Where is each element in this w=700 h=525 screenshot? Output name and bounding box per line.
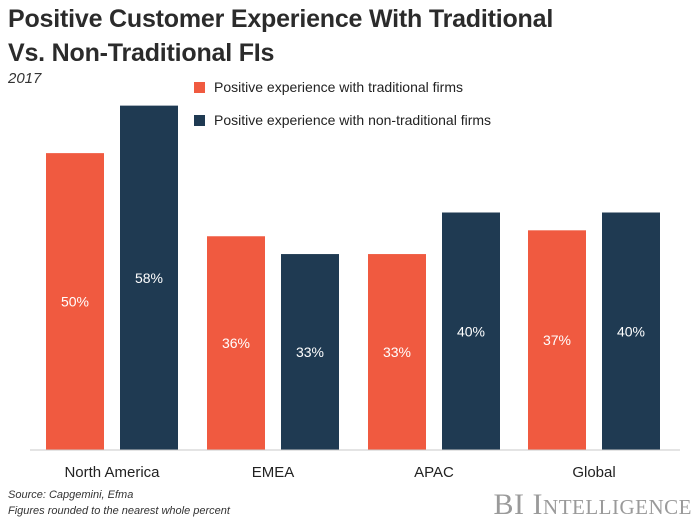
bar-north-america-non-traditional bbox=[120, 105, 178, 450]
bar-emea-traditional bbox=[207, 236, 265, 450]
data-label-apac-non-traditional: 40% bbox=[457, 323, 485, 339]
chart-subtitle: 2017 bbox=[8, 70, 42, 87]
bar-apac-non-traditional bbox=[442, 212, 500, 450]
data-label-north-america-traditional: 50% bbox=[61, 294, 89, 310]
bar-emea-non-traditional bbox=[281, 254, 339, 450]
data-label-emea-non-traditional: 33% bbox=[296, 344, 324, 360]
bar-global-traditional bbox=[528, 230, 586, 450]
category-label-global: Global bbox=[572, 464, 615, 481]
legend-swatch-non-traditional bbox=[194, 114, 205, 126]
legend-item-traditional: Positive experience with traditional fir… bbox=[194, 77, 463, 97]
legend-label-non-traditional: Positive experience with non-traditional… bbox=[214, 112, 492, 128]
legend-item-non-traditional: Positive experience with non-traditional… bbox=[194, 110, 491, 130]
category-label-apac: APAC bbox=[414, 464, 454, 481]
data-label-emea-traditional: 36% bbox=[222, 335, 250, 351]
data-label-apac-traditional: 33% bbox=[383, 344, 411, 360]
category-label-north-america: North America bbox=[64, 464, 160, 481]
data-label-global-non-traditional: 40% bbox=[617, 323, 645, 339]
rounding-note: Figures rounded to the nearest whole per… bbox=[8, 505, 230, 517]
bar-north-america-traditional bbox=[46, 153, 104, 450]
legend-label-traditional: Positive experience with traditional fir… bbox=[214, 79, 463, 95]
chart-title: Positive Customer Experience With Tradit… bbox=[8, 5, 554, 67]
legend-swatch-traditional bbox=[194, 81, 205, 93]
data-label-global-traditional: 37% bbox=[543, 332, 571, 348]
brand-logo: BI Intelligence bbox=[493, 488, 692, 521]
category-label-emea: EMEA bbox=[252, 464, 295, 481]
data-label-north-america-non-traditional: 58% bbox=[135, 270, 163, 286]
bar-apac-traditional bbox=[368, 254, 426, 450]
source-note: Source: Capgemini, Efma Figures rounded … bbox=[8, 487, 230, 519]
source-text: Source: Capgemini, Efma bbox=[8, 489, 134, 501]
bar-global-non-traditional bbox=[602, 212, 660, 450]
